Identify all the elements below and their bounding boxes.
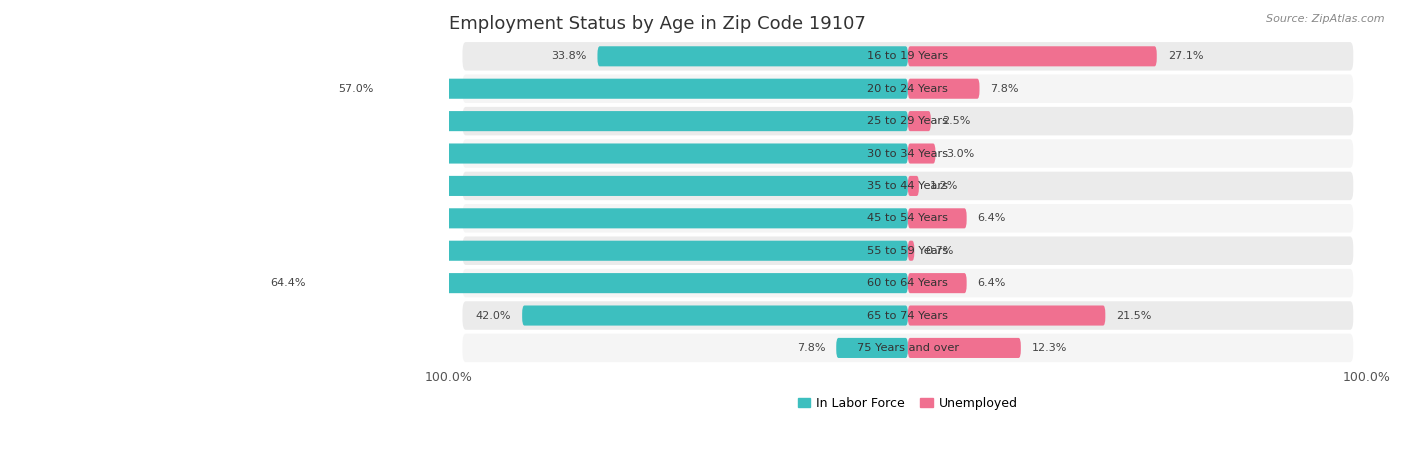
Text: 12.3%: 12.3%: [1032, 343, 1067, 353]
FancyBboxPatch shape: [129, 208, 908, 228]
FancyBboxPatch shape: [463, 269, 1354, 297]
Text: 20 to 24 Years: 20 to 24 Years: [868, 84, 948, 94]
FancyBboxPatch shape: [384, 78, 908, 99]
FancyBboxPatch shape: [463, 204, 1354, 233]
FancyBboxPatch shape: [908, 305, 1105, 326]
FancyBboxPatch shape: [316, 273, 908, 293]
Legend: In Labor Force, Unemployed: In Labor Force, Unemployed: [797, 397, 1018, 410]
Text: 25 to 29 Years: 25 to 29 Years: [868, 116, 949, 126]
Text: 65 to 74 Years: 65 to 74 Years: [868, 311, 949, 321]
FancyBboxPatch shape: [837, 338, 908, 358]
FancyBboxPatch shape: [463, 301, 1354, 330]
FancyBboxPatch shape: [218, 111, 908, 131]
FancyBboxPatch shape: [108, 176, 908, 196]
FancyBboxPatch shape: [463, 139, 1354, 168]
FancyBboxPatch shape: [463, 42, 1354, 70]
FancyBboxPatch shape: [65, 143, 908, 164]
Text: 6.4%: 6.4%: [977, 278, 1007, 288]
Text: 7.8%: 7.8%: [797, 343, 825, 353]
Text: 1.2%: 1.2%: [929, 181, 959, 191]
Text: 87.1%: 87.1%: [127, 181, 162, 191]
Text: 0.7%: 0.7%: [925, 246, 953, 256]
FancyBboxPatch shape: [463, 334, 1354, 362]
FancyBboxPatch shape: [908, 46, 1157, 66]
Text: 75 Years and over: 75 Years and over: [856, 343, 959, 353]
Text: 42.0%: 42.0%: [475, 311, 512, 321]
FancyBboxPatch shape: [908, 111, 931, 131]
FancyBboxPatch shape: [598, 46, 908, 66]
Text: 45 to 54 Years: 45 to 54 Years: [868, 213, 949, 223]
Text: 75.1%: 75.1%: [236, 116, 271, 126]
Text: 79.0%: 79.0%: [201, 246, 236, 256]
Text: 6.4%: 6.4%: [977, 213, 1007, 223]
FancyBboxPatch shape: [908, 241, 914, 261]
Text: 3.0%: 3.0%: [946, 148, 974, 158]
FancyBboxPatch shape: [183, 241, 908, 261]
Text: 55 to 59 Years: 55 to 59 Years: [868, 246, 949, 256]
Text: 35 to 44 Years: 35 to 44 Years: [868, 181, 949, 191]
FancyBboxPatch shape: [908, 273, 967, 293]
FancyBboxPatch shape: [908, 78, 980, 99]
Text: 16 to 19 Years: 16 to 19 Years: [868, 51, 949, 61]
Text: 57.0%: 57.0%: [337, 84, 374, 94]
FancyBboxPatch shape: [908, 143, 935, 164]
Text: 84.8%: 84.8%: [148, 213, 183, 223]
Text: 30 to 34 Years: 30 to 34 Years: [868, 148, 949, 158]
Text: 64.4%: 64.4%: [270, 278, 305, 288]
FancyBboxPatch shape: [463, 236, 1354, 265]
Text: Employment Status by Age in Zip Code 19107: Employment Status by Age in Zip Code 191…: [449, 15, 866, 33]
Text: 21.5%: 21.5%: [1116, 311, 1152, 321]
Text: 60 to 64 Years: 60 to 64 Years: [868, 278, 948, 288]
FancyBboxPatch shape: [463, 107, 1354, 135]
Text: 7.8%: 7.8%: [990, 84, 1019, 94]
FancyBboxPatch shape: [522, 305, 908, 326]
FancyBboxPatch shape: [908, 338, 1021, 358]
FancyBboxPatch shape: [908, 176, 920, 196]
Text: 91.8%: 91.8%: [83, 148, 118, 158]
FancyBboxPatch shape: [463, 74, 1354, 103]
Text: Source: ZipAtlas.com: Source: ZipAtlas.com: [1267, 14, 1385, 23]
Text: 27.1%: 27.1%: [1168, 51, 1204, 61]
Text: 2.5%: 2.5%: [942, 116, 970, 126]
Text: 33.8%: 33.8%: [551, 51, 586, 61]
FancyBboxPatch shape: [908, 208, 967, 228]
FancyBboxPatch shape: [463, 172, 1354, 200]
